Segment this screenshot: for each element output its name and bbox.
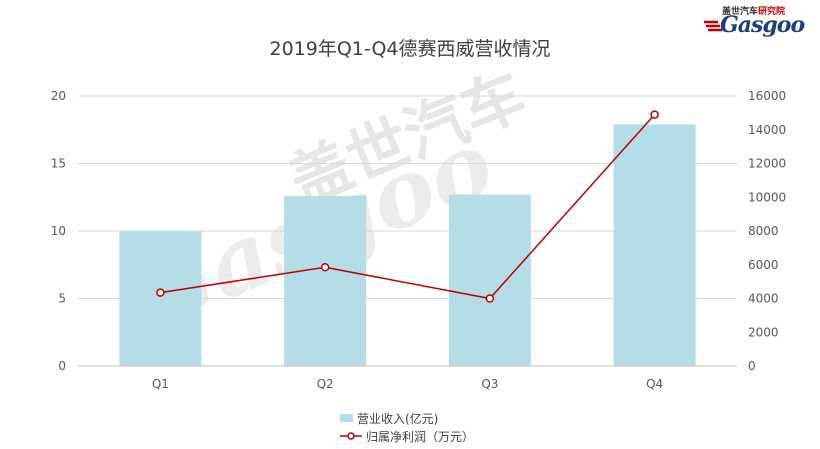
axes: 0 5 10 15 20 0 2000 4000 6000 8000 10000 12000 14000… [51, 89, 786, 391]
revenue-bars [119, 124, 696, 366]
revenue-bar [448, 194, 531, 366]
logo-swoosh-icon [704, 20, 722, 32]
y-right-tick-label: 16000 [748, 89, 786, 103]
x-tick-label: Q3 [481, 377, 498, 391]
y-left-tick-label: 0 [58, 359, 66, 373]
legend-bar-swatch [340, 414, 353, 422]
logo-cn-suffix: 研究院 [758, 7, 786, 17]
y-right-tick-label: 12000 [748, 157, 786, 171]
profit-point [485, 294, 495, 303]
y-right-tick-label: 6000 [748, 258, 779, 272]
gasgoo-logo: 盖世汽车研究院 Gasgoo [702, 4, 812, 38]
profit-point [156, 288, 165, 297]
legend: 营业收入(亿元) 归属净利润（万元） [340, 409, 474, 445]
profit-point [650, 110, 659, 119]
x-tick-label: Q1 [152, 377, 169, 391]
chart-title: 2019年Q1-Q4德赛西威营收情况 [269, 38, 551, 60]
logo-wordmark: Gasgoo [720, 12, 805, 38]
profit-line-path [160, 114, 656, 300]
y-left-tick-label: 15 [51, 157, 66, 171]
legend-label-revenue: 营业收入(亿元) [357, 411, 439, 426]
legend-item-revenue: 营业收入(亿元) [340, 409, 474, 427]
x-tick-label: Q4 [646, 377, 663, 391]
y-left-tick-label: 20 [51, 89, 66, 103]
y-right-tick-label: 0 [748, 359, 756, 373]
revenue-bar [613, 124, 696, 366]
y-right-tick-label: 4000 [748, 292, 779, 306]
legend-line-swatch [340, 432, 362, 440]
logo-cn-prefix: 盖世汽车 [722, 7, 759, 17]
legend-item-profit: 归属净利润（万元） [340, 427, 474, 445]
y-right-tick-label: 8000 [748, 224, 779, 238]
y-left-tick-label: 5 [58, 292, 66, 306]
revenue-bar [284, 195, 367, 366]
legend-label-profit: 归属净利润（万元） [366, 429, 475, 444]
y-right-tick-label: 14000 [748, 123, 786, 137]
profit-line [156, 110, 659, 303]
revenue-bar [119, 231, 202, 366]
y-right-tick-label: 2000 [748, 325, 779, 339]
profit-point [320, 263, 330, 272]
y-left-tick-label: 10 [51, 224, 66, 238]
x-tick-label: Q2 [317, 377, 334, 391]
y-right-tick-label: 10000 [748, 190, 786, 204]
